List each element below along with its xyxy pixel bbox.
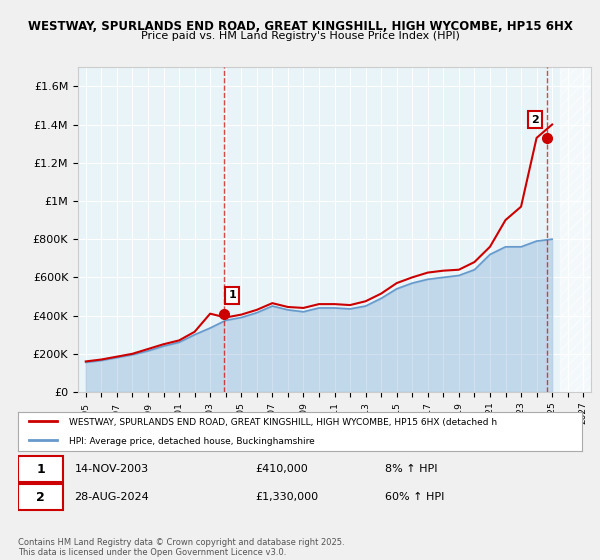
Text: 8% ↑ HPI: 8% ↑ HPI (385, 464, 437, 474)
Bar (560, 67, 591, 392)
Text: Contains HM Land Registry data © Crown copyright and database right 2025.
This d: Contains HM Land Registry data © Crown c… (18, 538, 344, 557)
Text: 14-NOV-2003: 14-NOV-2003 (74, 464, 149, 474)
Text: WESTWAY, SPURLANDS END ROAD, GREAT KINGSHILL, HIGH WYCOMBE, HP15 6HX: WESTWAY, SPURLANDS END ROAD, GREAT KINGS… (28, 20, 572, 32)
Text: 28-AUG-2024: 28-AUG-2024 (74, 492, 149, 502)
Text: 60% ↑ HPI: 60% ↑ HPI (385, 492, 444, 502)
Text: £1,330,000: £1,330,000 (255, 492, 318, 502)
Text: £410,000: £410,000 (255, 464, 308, 474)
FancyBboxPatch shape (18, 484, 63, 510)
Text: 1: 1 (229, 291, 236, 300)
Text: HPI: Average price, detached house, Buckinghamshire: HPI: Average price, detached house, Buck… (69, 436, 314, 446)
Text: WESTWAY, SPURLANDS END ROAD, GREAT KINGSHILL, HIGH WYCOMBE, HP15 6HX (detached h: WESTWAY, SPURLANDS END ROAD, GREAT KINGS… (69, 418, 497, 427)
FancyBboxPatch shape (18, 456, 63, 483)
Text: Price paid vs. HM Land Registry's House Price Index (HPI): Price paid vs. HM Land Registry's House … (140, 31, 460, 41)
Text: 1: 1 (36, 463, 45, 476)
Text: 2: 2 (36, 491, 45, 503)
Text: 2: 2 (532, 115, 539, 125)
